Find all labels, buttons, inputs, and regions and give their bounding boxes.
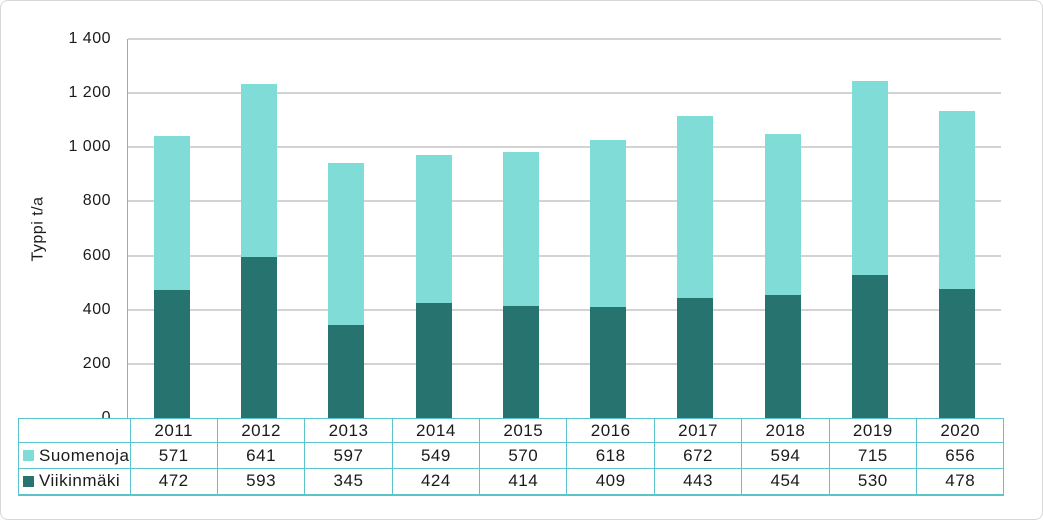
value-cell-viikinmäki-2014: 424 xyxy=(391,468,481,496)
bar-segment-suomenoja-2015 xyxy=(502,151,539,306)
legend-cell-suomenoja: Suomenoja xyxy=(18,442,131,469)
data-table: 2011 2012 2013 2014 2015 2016 2017 2018 2019 2020… xyxy=(18,418,1005,496)
legend-label: Suomenoja xyxy=(39,445,130,465)
value-cell-suomenoja-2017: 672 xyxy=(653,442,743,469)
y-tick-label-600: 600 xyxy=(82,246,111,264)
table-year-row: 2011 2012 2013 2014 2015 2016 2017 2018 2019 2020 xyxy=(18,418,1005,443)
bar-segment-suomenoja-2016 xyxy=(590,139,627,308)
bar-2015 xyxy=(502,151,539,418)
gridline-1000 xyxy=(128,146,1001,148)
gridline-400 xyxy=(128,309,1001,311)
y-tick-label-800: 800 xyxy=(82,192,111,210)
value-cell-suomenoja-2013: 597 xyxy=(304,442,393,469)
gridline-200 xyxy=(128,363,1001,365)
bar-segment-viikinmäki-2017 xyxy=(677,298,714,418)
gridline-800 xyxy=(128,200,1001,202)
bar-2020 xyxy=(939,111,976,418)
year-cell-2020: 2020 xyxy=(916,418,1005,443)
value-cell-viikinmäki-2012: 593 xyxy=(216,468,306,496)
year-cell-2017: 2017 xyxy=(653,418,743,443)
year-cell-2011: 2011 xyxy=(129,418,218,443)
value-cell-viikinmäki-2018: 454 xyxy=(741,468,830,496)
year-cell-2018: 2018 xyxy=(741,418,830,443)
bar-segment-suomenoja-2013 xyxy=(328,163,365,325)
legend-label: Viikinmäki xyxy=(39,471,121,491)
plot-area xyxy=(127,38,1001,418)
legend-swatch-icon xyxy=(23,475,34,487)
value-cell-suomenoja-2018: 594 xyxy=(741,442,830,469)
bar-2013 xyxy=(328,163,365,418)
value-cell-suomenoja-2015: 570 xyxy=(479,442,568,469)
year-cell-2013: 2013 xyxy=(304,418,393,443)
y-tick-label-1000: 1 000 xyxy=(68,138,111,156)
year-cell-2019: 2019 xyxy=(828,418,918,443)
bar-2018 xyxy=(764,134,801,418)
year-cell-2014: 2014 xyxy=(391,418,481,443)
value-cell-suomenoja-2019: 715 xyxy=(828,442,918,469)
gridline-1200 xyxy=(128,92,1001,94)
legend-key-suomenoja: Suomenoja xyxy=(19,446,130,466)
y-tick-label-200: 200 xyxy=(82,354,111,372)
y-tick-label-400: 400 xyxy=(82,300,111,318)
y-tick-label-1200: 1 200 xyxy=(68,84,111,102)
bar-segment-suomenoja-2012 xyxy=(240,83,277,258)
legend-cell-viikinmäki: Viikinmäki xyxy=(18,468,131,496)
year-cell-2016: 2016 xyxy=(566,418,655,443)
bar-2017 xyxy=(677,116,714,418)
value-cell-viikinmäki-2011: 472 xyxy=(129,468,218,496)
table-corner-blank xyxy=(18,418,131,443)
value-cell-suomenoja-2016: 618 xyxy=(566,442,655,469)
bar-2011 xyxy=(153,135,190,418)
bar-segment-viikinmäki-2020 xyxy=(939,288,976,418)
bar-segment-viikinmäki-2015 xyxy=(502,305,539,418)
bar-segment-suomenoja-2018 xyxy=(764,134,801,296)
bar-segment-suomenoja-2014 xyxy=(415,154,452,304)
bar-segment-suomenoja-2011 xyxy=(153,135,190,291)
legend-swatch-icon xyxy=(23,450,34,461)
value-cell-suomenoja-2011: 571 xyxy=(129,442,218,469)
value-cell-suomenoja-2020: 656 xyxy=(916,442,1005,469)
bar-segment-suomenoja-2019 xyxy=(852,80,889,275)
bar-segment-viikinmäki-2011 xyxy=(153,290,190,418)
bar-segment-viikinmäki-2016 xyxy=(590,307,627,418)
bar-segment-viikinmäki-2012 xyxy=(240,257,277,418)
value-cell-viikinmäki-2019: 530 xyxy=(828,468,918,496)
bar-2012 xyxy=(240,83,277,418)
value-cell-viikinmäki-2015: 414 xyxy=(479,468,568,496)
legend-key-viikinmäki: Viikinmäki xyxy=(19,471,130,491)
year-cell-2015: 2015 xyxy=(479,418,568,443)
bar-2014 xyxy=(415,154,452,418)
bar-2019 xyxy=(852,80,889,418)
y-tick-label-1400: 1 400 xyxy=(68,30,111,47)
table-row-viikinmäki: Viikinmäki 472 593 345 424 414 409 443 454 530 478 xyxy=(18,468,1005,496)
table-row-suomenoja: Suomenoja 571 641 597 549 570 618 672 594 715 656 xyxy=(18,442,1005,469)
gridline-600 xyxy=(128,255,1001,257)
bar-segment-viikinmäki-2013 xyxy=(328,324,365,418)
bar-segment-viikinmäki-2018 xyxy=(764,295,801,418)
bar-2016 xyxy=(590,139,627,418)
value-cell-viikinmäki-2016: 409 xyxy=(566,468,655,496)
bar-segment-viikinmäki-2014 xyxy=(415,303,452,418)
bar-segment-suomenoja-2020 xyxy=(939,111,976,289)
bar-segment-suomenoja-2017 xyxy=(677,116,714,299)
value-cell-suomenoja-2014: 549 xyxy=(391,442,481,469)
value-cell-viikinmäki-2013: 345 xyxy=(304,468,393,496)
y-axis-tick-labels: 0 200 400 600 800 1 000 1 200 1 400 xyxy=(1,31,111,426)
bar-segment-viikinmäki-2019 xyxy=(852,274,889,418)
value-cell-suomenoja-2012: 641 xyxy=(216,442,306,469)
gridline-1400 xyxy=(128,38,1001,40)
y-tick-label-0: 0 xyxy=(101,409,111,426)
value-cell-viikinmäki-2017: 443 xyxy=(653,468,743,496)
value-cell-viikinmäki-2020: 478 xyxy=(916,468,1005,496)
year-cell-2012: 2012 xyxy=(216,418,306,443)
